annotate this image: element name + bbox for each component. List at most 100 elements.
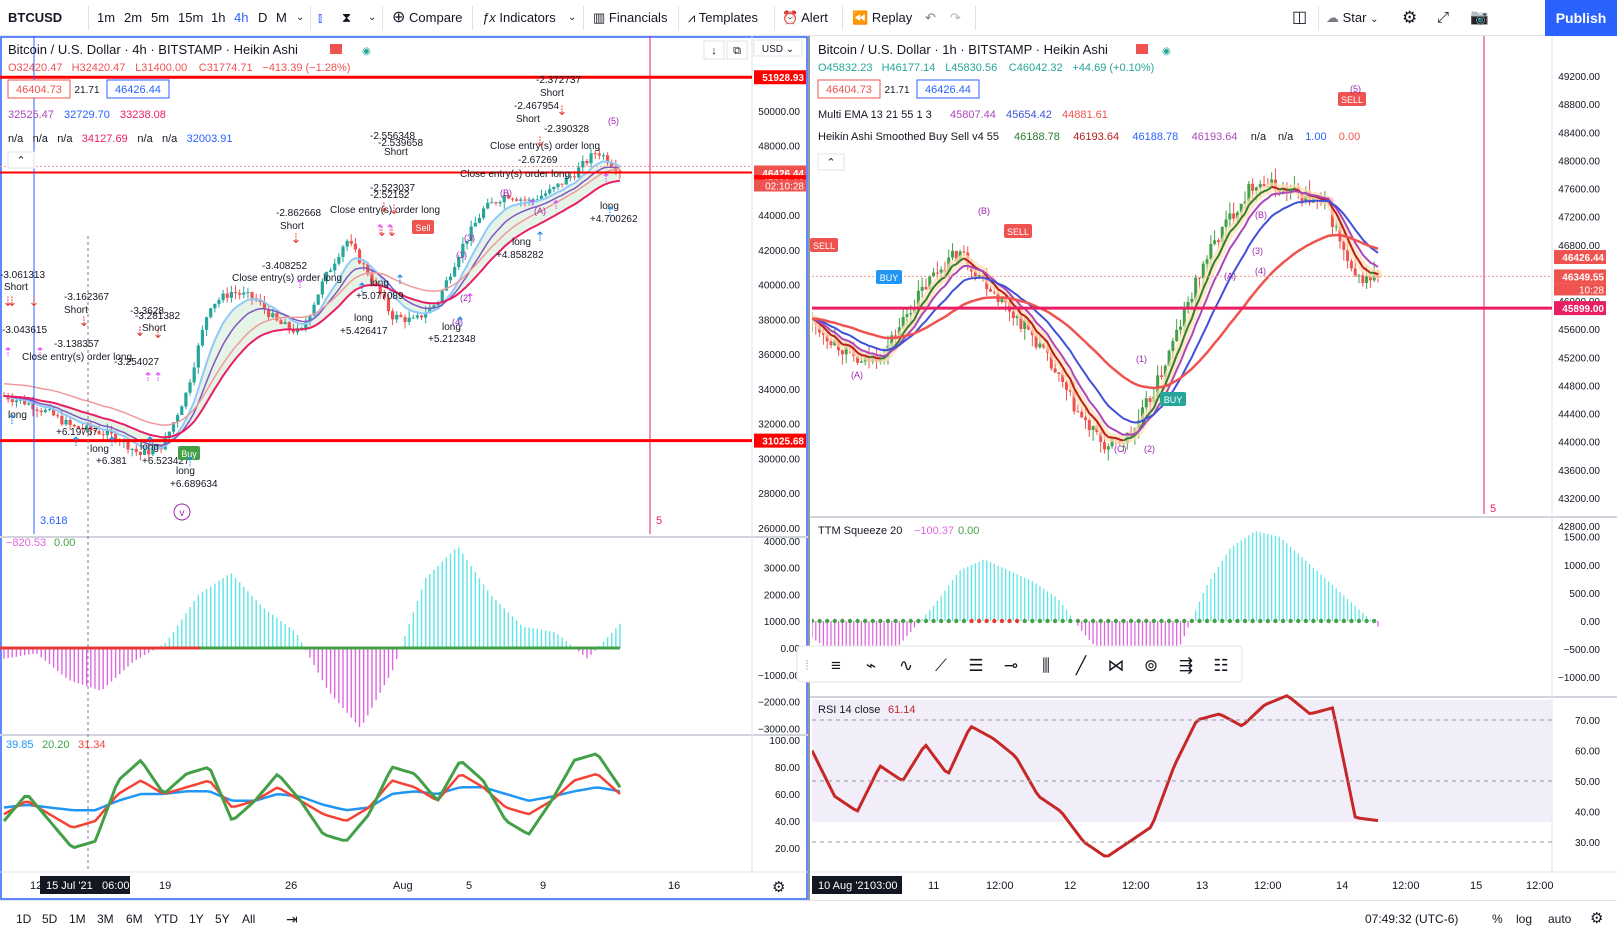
projection-icon[interactable]: ⇶ xyxy=(1179,656,1193,675)
chart-settings-gear-icon[interactable]: ⚙ xyxy=(1590,901,1603,937)
ha-indicator-label: Heikin Ashi Smoothed Buy Sell v4 55 xyxy=(818,131,999,143)
fib-retracement-icon[interactable]: ☰ xyxy=(968,656,983,675)
flag-icon[interactable] xyxy=(1136,44,1148,54)
price-axis-label: 47200.00 xyxy=(1558,213,1600,224)
pitchfork-icon[interactable]: ⋈ xyxy=(1108,656,1125,675)
wave-label: (5) xyxy=(608,116,619,126)
redo-icon[interactable]: ↷ xyxy=(950,0,961,36)
ttm-dot xyxy=(1273,619,1277,623)
auto-toggle[interactable]: auto xyxy=(1548,901,1571,937)
candles-icon[interactable]: ⧗ xyxy=(342,0,351,36)
interval-15m[interactable]: 15m xyxy=(178,0,203,36)
candle xyxy=(1149,398,1152,402)
percent-toggle[interactable]: % xyxy=(1492,901,1503,937)
interval-1m[interactable]: 1m xyxy=(97,0,115,36)
ask-value: 46426.44 xyxy=(925,84,971,96)
replay-button[interactable]: ⏪ Replay xyxy=(852,0,912,36)
range-5y[interactable]: 5Y xyxy=(215,901,230,937)
log-toggle[interactable]: log xyxy=(1516,901,1532,937)
candle xyxy=(1232,213,1235,218)
interval-4h[interactable]: 4h xyxy=(234,0,248,36)
interval-2m[interactable]: 2m xyxy=(124,0,142,36)
macd-axis-label: 4000.00 xyxy=(764,537,801,548)
buy-signal-label: BUY xyxy=(1164,395,1183,405)
range-1m[interactable]: 1M xyxy=(69,901,86,937)
right-pane-separator-2[interactable] xyxy=(810,696,1617,698)
candle xyxy=(197,345,200,367)
ttm-dot xyxy=(817,619,821,623)
chart-type-dropdown-icon[interactable]: ⌄ xyxy=(368,0,376,36)
financials-button[interactable]: ▥ Financials xyxy=(593,0,667,36)
live-dot-icon: ◉ xyxy=(1162,46,1171,57)
templates-button[interactable]: ⩘ Templates xyxy=(688,0,758,36)
ttm-dot xyxy=(969,619,973,623)
range-ytd[interactable]: YTD xyxy=(154,901,178,937)
candle xyxy=(1251,184,1254,191)
settings-gear-icon[interactable]: ⚙ xyxy=(1402,0,1417,36)
candle xyxy=(1175,330,1178,341)
exit-arrow-icon: ⇡ xyxy=(35,345,45,359)
bars-style-icon[interactable]: ⫾ xyxy=(318,0,322,36)
indicators-dropdown-icon[interactable]: ⌄ xyxy=(568,0,576,36)
interval-1h[interactable]: 1h xyxy=(211,0,225,36)
fullscreen-icon[interactable]: ⤢ xyxy=(1437,0,1449,36)
ttm-dot xyxy=(878,619,882,623)
ttm-axis-label: 500.00 xyxy=(1569,589,1600,600)
ha-smoothed-segment xyxy=(846,345,850,346)
range-5d[interactable]: 5D xyxy=(42,901,57,937)
interval-dropdown-icon[interactable]: ⌄ xyxy=(296,0,304,36)
ohlc-value: O32420.47 xyxy=(8,62,62,74)
wave-label: (B) xyxy=(1255,210,1267,220)
drag-handle-icon[interactable]: ⁞ xyxy=(805,657,809,673)
compare-button[interactable]: ⊕ Compare xyxy=(392,0,463,36)
ttm-dot xyxy=(1220,619,1224,623)
layout-icon[interactable]: ◫ xyxy=(1292,0,1307,36)
elliott-wave-icon[interactable]: ∿ xyxy=(899,656,913,675)
publish-button[interactable]: Publish xyxy=(1545,0,1617,36)
range-1d[interactable]: 1D xyxy=(16,901,31,937)
ttm-dot xyxy=(893,619,897,623)
trade-annotation: Close entry(s) order long xyxy=(460,169,570,180)
macd-axis-label: −3000.00 xyxy=(758,724,800,735)
more-tools-icon[interactable]: ☷ xyxy=(1213,656,1228,675)
goto-date-icon[interactable]: ⇥ xyxy=(286,901,298,937)
camera-icon[interactable]: 📷 xyxy=(1470,0,1489,36)
cursor-tools-icon[interactable]: ≡ xyxy=(831,656,841,675)
interval-m[interactable]: M xyxy=(276,0,287,36)
star-button[interactable]: ☁ Star ⌄ xyxy=(1326,0,1378,36)
symbol-search[interactable]: BTCUSD xyxy=(8,0,88,36)
candle xyxy=(279,320,282,324)
ttm-dot xyxy=(985,619,989,623)
candle xyxy=(15,400,18,402)
flag-icon[interactable] xyxy=(330,44,342,54)
candle xyxy=(238,293,241,295)
undo-icon[interactable]: ↶ xyxy=(925,0,936,36)
interval-d[interactable]: D xyxy=(258,0,267,36)
clock-time[interactable]: 07:49:32 (UTC-6) xyxy=(1365,901,1458,937)
range-3m[interactable]: 3M xyxy=(97,901,114,937)
right-pane-separator[interactable] xyxy=(810,516,1617,518)
pattern-icon[interactable]: ⌁ xyxy=(866,656,876,675)
range-1y[interactable]: 1Y xyxy=(189,901,204,937)
range-6m[interactable]: 6M xyxy=(126,901,143,937)
indicator-value: 33238.08 xyxy=(120,109,166,121)
left-pane-separator[interactable] xyxy=(0,536,808,538)
long-arrow-icon: ⇡ xyxy=(395,272,406,287)
candle xyxy=(403,317,406,322)
measure-icon[interactable]: ⊚ xyxy=(1144,656,1158,675)
range-all[interactable]: All xyxy=(242,901,255,937)
interval-5m[interactable]: 5m xyxy=(151,0,169,36)
line-tool-icon[interactable]: ╱ xyxy=(1075,655,1087,676)
left-pane-separator-2[interactable] xyxy=(0,734,808,736)
charts-area[interactable]: 50000.0048000.0046000.0044000.0042000.00… xyxy=(0,36,1617,900)
horizontal-ray-icon[interactable]: ⊸ xyxy=(1004,656,1018,675)
indicators-button[interactable]: ƒx Indicators xyxy=(482,0,556,36)
alert-button[interactable]: ⏰ Alert xyxy=(782,0,828,36)
drawing-toolbar[interactable]: ⁞ ≡ ⌁ ∿ ⟋ ☰ ⊸ ⫼ ╱ ⋈ ⊚ ⇶ ☷ xyxy=(797,646,1242,682)
ttm-value: 0.00 xyxy=(958,525,979,537)
axis-settings-gear-icon[interactable]: ⚙ xyxy=(772,879,785,896)
trend-line-icon[interactable]: ⟋ xyxy=(935,656,947,675)
exit-arrow-icon: ⇡ xyxy=(465,291,475,305)
gann-icon[interactable]: ⫼ xyxy=(1042,656,1050,675)
circle-marker-label: v xyxy=(180,508,185,519)
